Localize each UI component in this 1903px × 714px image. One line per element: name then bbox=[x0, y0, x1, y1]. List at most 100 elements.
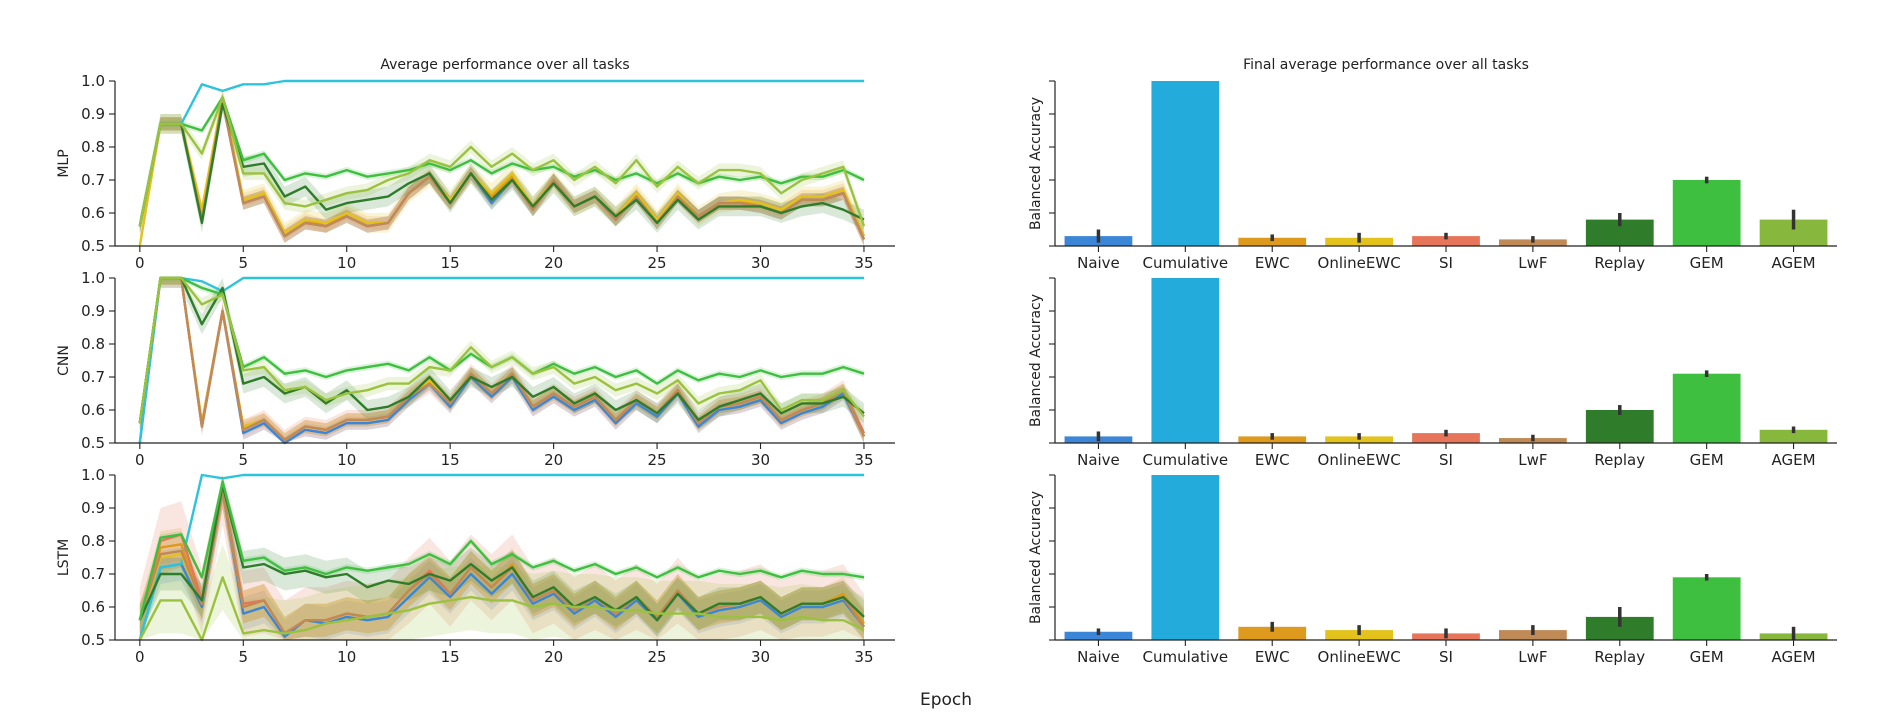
series-line-replay bbox=[138, 276, 865, 424]
y-tick-label: 0.8 bbox=[81, 532, 105, 550]
series-line-cumulative bbox=[138, 79, 864, 227]
bar-si bbox=[1412, 433, 1480, 443]
x-tick-label: Replay bbox=[1594, 254, 1645, 272]
x-tick-label: 35 bbox=[854, 648, 873, 666]
x-tick-label: 30 bbox=[751, 451, 770, 469]
bar-chart: Naive Cumulative EWC OnlineEWC SI LwF Replay GE… bbox=[1028, 474, 1837, 666]
x-tick-label: OnlineEWC bbox=[1318, 648, 1401, 666]
y-tick-label: 0.9 bbox=[81, 302, 105, 320]
x-tick-label: Cumulative bbox=[1143, 451, 1229, 469]
bar-naive bbox=[1064, 631, 1133, 640]
x-tick-label: 15 bbox=[441, 254, 460, 272]
x-tick-label: 0 bbox=[135, 648, 145, 666]
series-line-cumulative bbox=[138, 473, 864, 641]
x-tick-label: OnlineEWC bbox=[1318, 254, 1401, 272]
y-tick-label: 0.5 bbox=[81, 631, 105, 649]
x-tick-label: GEM bbox=[1690, 451, 1724, 469]
x-tick-label: 5 bbox=[239, 451, 249, 469]
bar-chart: Final average performance over all tasks… bbox=[1028, 57, 1837, 272]
x-tick-label: Replay bbox=[1594, 451, 1645, 469]
figure-xlabel: Epoch bbox=[920, 690, 972, 710]
x-tick-label: 25 bbox=[648, 254, 667, 272]
y-tick-label: 0.8 bbox=[81, 335, 105, 353]
x-tick-label: 15 bbox=[441, 451, 460, 469]
y-axis-label: Balanced Accuracy bbox=[1028, 491, 1044, 624]
x-tick-label: 20 bbox=[544, 451, 563, 469]
x-tick-label: GEM bbox=[1690, 254, 1724, 272]
x-tick-label: 30 bbox=[751, 254, 770, 272]
x-tick-label: EWC bbox=[1255, 451, 1290, 469]
y-tick-label: 0.8 bbox=[81, 138, 105, 156]
x-tick-label: 35 bbox=[854, 254, 873, 272]
y-tick-label: 0.6 bbox=[81, 401, 105, 419]
x-tick-label: 35 bbox=[854, 451, 873, 469]
x-tick-label: 20 bbox=[544, 648, 563, 666]
line-chart-lstm: 0.5 0.6 0.7 0.8 0.9 1.0 0 5 10 15 20 25 30 35 LSTM bbox=[56, 466, 895, 666]
series-line-replay bbox=[138, 483, 865, 622]
series-line-naive bbox=[138, 276, 866, 445]
chart-title: Average performance over all tasks bbox=[380, 57, 629, 73]
band-gem bbox=[139, 278, 864, 427]
x-tick-label: 20 bbox=[544, 254, 563, 272]
x-tick-label: 10 bbox=[337, 648, 356, 666]
x-tick-label: AGEM bbox=[1772, 254, 1816, 272]
bar-gem bbox=[1672, 180, 1741, 246]
y-axis-label: Balanced Accuracy bbox=[1028, 97, 1044, 230]
bar-cumulative bbox=[1151, 475, 1220, 640]
y-axis-label: MLP bbox=[56, 149, 72, 177]
x-tick-label: AGEM bbox=[1772, 451, 1816, 469]
x-tick-label: LwF bbox=[1518, 451, 1547, 469]
series-line-agem bbox=[138, 576, 865, 642]
x-tick-label: AGEM bbox=[1772, 648, 1816, 666]
x-tick-label: 10 bbox=[337, 451, 356, 469]
x-tick-label: 0 bbox=[135, 254, 145, 272]
bar-ewc bbox=[1238, 237, 1307, 246]
y-tick-label: 0.5 bbox=[81, 237, 105, 255]
bar-agem bbox=[1759, 429, 1828, 443]
band-replay bbox=[139, 278, 864, 434]
band-agem bbox=[139, 544, 864, 640]
x-tick-label: Cumulative bbox=[1143, 648, 1229, 666]
bar-ewc bbox=[1238, 626, 1307, 640]
x-tick-label: 0 bbox=[135, 451, 145, 469]
x-tick-label: SI bbox=[1439, 648, 1453, 666]
charts-group: Average performance over all tasks 0.5 0.6… bbox=[56, 57, 1837, 666]
x-tick-label: Naive bbox=[1077, 648, 1120, 666]
x-tick-label: Replay bbox=[1594, 648, 1645, 666]
series-line-cumulative bbox=[138, 276, 864, 444]
y-tick-label: 0.7 bbox=[81, 565, 105, 583]
y-tick-label: 0.7 bbox=[81, 171, 105, 189]
y-tick-label: 1.0 bbox=[81, 269, 105, 287]
line-chart-mlp: Average performance over all tasks 0.5 0.6… bbox=[56, 57, 895, 272]
x-tick-label: 10 bbox=[337, 254, 356, 272]
band-onlineewc bbox=[139, 87, 864, 246]
bar-cumulative bbox=[1151, 278, 1220, 443]
x-tick-label: 25 bbox=[648, 451, 667, 469]
band-naive bbox=[139, 94, 864, 246]
x-tick-label: 25 bbox=[648, 648, 667, 666]
x-tick-label: LwF bbox=[1518, 648, 1547, 666]
series-line-gem bbox=[138, 96, 865, 227]
chart-title: Final average performance over all tasks bbox=[1243, 57, 1529, 73]
y-tick-label: 0.9 bbox=[81, 105, 105, 123]
series-line-gem bbox=[138, 480, 865, 621]
series-line-replay bbox=[138, 102, 865, 227]
band-lwf bbox=[139, 94, 864, 246]
bar-replay bbox=[1585, 616, 1654, 640]
bar-chart: Naive Cumulative EWC OnlineEWC SI LwF Replay GE… bbox=[1028, 277, 1837, 469]
y-tick-label: 0.9 bbox=[81, 499, 105, 517]
y-tick-label: 0.6 bbox=[81, 598, 105, 616]
x-tick-label: EWC bbox=[1255, 648, 1290, 666]
bar-gem bbox=[1672, 577, 1741, 640]
band-si bbox=[139, 94, 864, 246]
series-line-agem bbox=[138, 276, 865, 424]
x-tick-label: 15 bbox=[441, 648, 460, 666]
x-tick-label: Naive bbox=[1077, 254, 1120, 272]
band-agem bbox=[139, 278, 864, 430]
y-axis-label: CNN bbox=[56, 345, 72, 376]
x-tick-label: SI bbox=[1439, 254, 1453, 272]
x-tick-label: OnlineEWC bbox=[1318, 451, 1401, 469]
band-agem bbox=[139, 90, 864, 233]
line-chart-cnn: 0.5 0.6 0.7 0.8 0.9 1.0 0 5 10 15 20 25 30 35 CNN bbox=[56, 269, 895, 469]
